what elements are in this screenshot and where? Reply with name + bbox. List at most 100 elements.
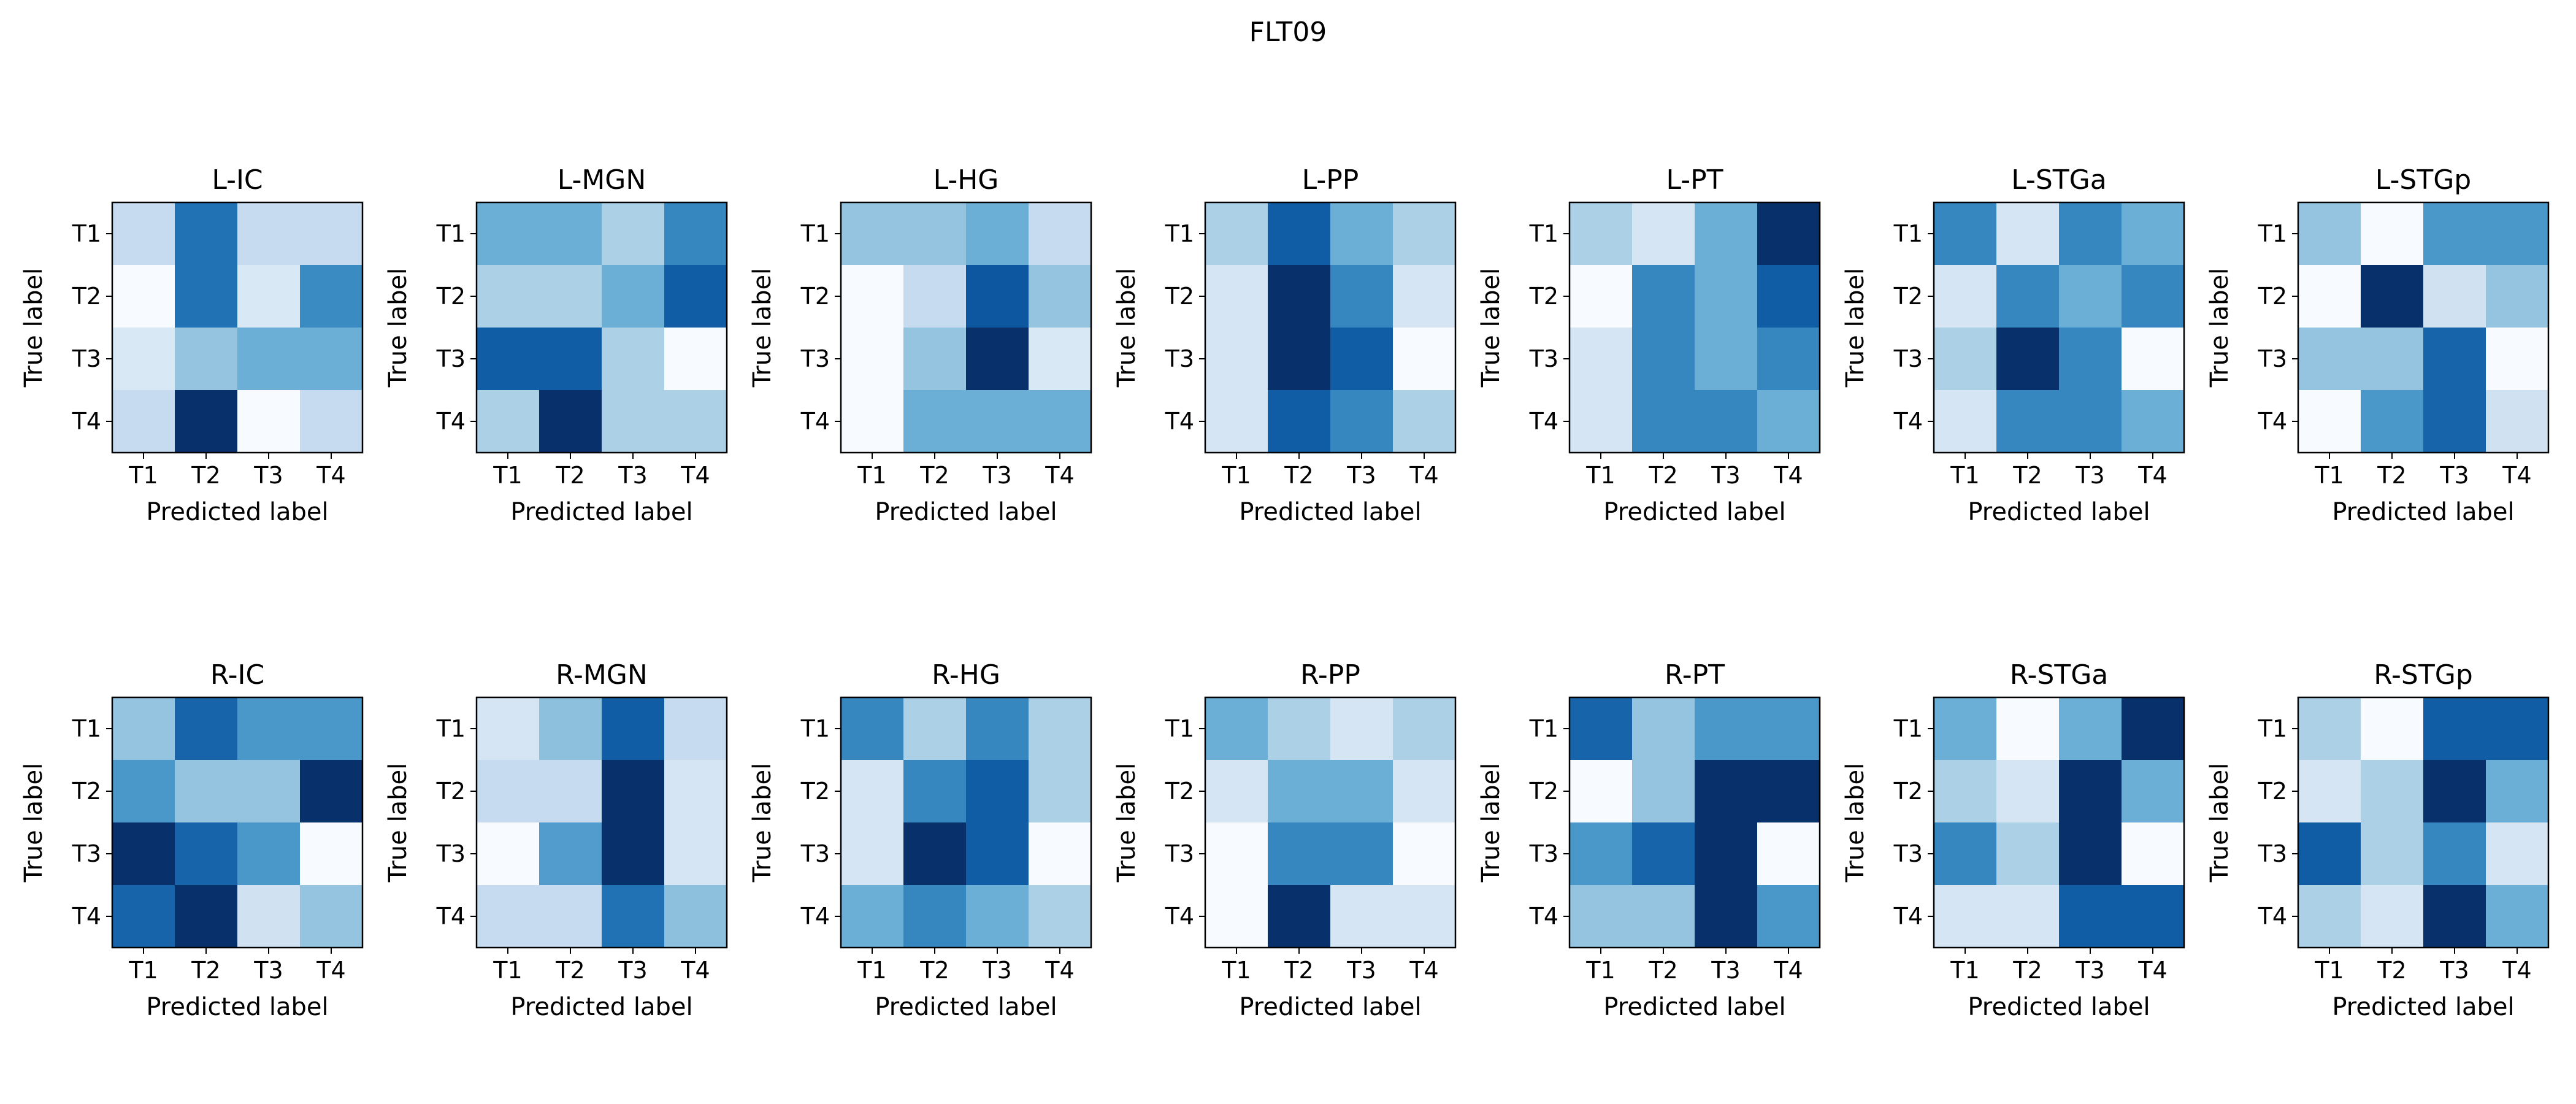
- y-tick-label: T1: [72, 715, 101, 742]
- heatmap-cell: [112, 265, 175, 328]
- heatmap-cell: [1029, 202, 1092, 266]
- heatmap-cell: [966, 202, 1029, 266]
- heatmap-cell: [539, 822, 602, 886]
- x-tick-label: T2: [1648, 462, 1677, 489]
- x-tick-label: T1: [493, 462, 522, 489]
- panel-title: L-PP: [1302, 164, 1359, 196]
- heatmap-cell: [903, 202, 967, 266]
- x-axis-label: Predicted label: [2332, 498, 2514, 526]
- heatmap-cell: [1268, 760, 1331, 823]
- y-tick-label: T2: [1165, 778, 1194, 805]
- heatmap-cell: [300, 885, 363, 948]
- x-tick-label: T4: [1773, 462, 1803, 489]
- heatmap-cell: [300, 328, 363, 391]
- x-tick-label: T3: [2439, 462, 2469, 489]
- heatmap-cell: [1330, 697, 1393, 761]
- heatmap-cell: [1330, 760, 1393, 823]
- x-tick-label: T4: [2137, 462, 2167, 489]
- heatmap-cell: [1029, 697, 1092, 761]
- x-tick-label: T1: [1950, 462, 1979, 489]
- heatmap-cell: [1632, 328, 1695, 391]
- y-tick-label: T1: [2258, 715, 2287, 742]
- x-tick-label: T4: [2137, 957, 2167, 984]
- x-axis-label: Predicted label: [875, 498, 1057, 526]
- heatmap-cell: [2059, 202, 2122, 266]
- y-tick-label: T1: [436, 715, 466, 742]
- plot-frame: [1568, 201, 1821, 454]
- y-tick-label: T1: [1893, 715, 1923, 742]
- heatmap-cell: [477, 697, 540, 761]
- y-tick-label: T4: [436, 408, 466, 435]
- heatmap-cell: [1393, 328, 1456, 391]
- y-axis-label: True label: [1113, 763, 1141, 883]
- x-axis-label: Predicted label: [1968, 498, 2150, 526]
- y-axis-label: True label: [384, 268, 412, 388]
- heatmap-cell: [1029, 885, 1092, 948]
- y-tick-label: T2: [72, 283, 101, 310]
- heatmap-cell: [1570, 328, 1633, 391]
- heatmap-cell: [175, 390, 238, 453]
- y-tick-label: T1: [1165, 715, 1194, 742]
- heatmap-cell: [1757, 760, 1820, 823]
- heatmap-panels: L-IC T1 T2 T3 T4 T1 T2 T3 T4 Predicted label True …: [20, 164, 2550, 1021]
- heatmap-cell: [1632, 760, 1695, 823]
- heatmap-cell: [2122, 390, 2185, 453]
- x-tick-label: T4: [1409, 462, 1438, 489]
- x-tick-label: T2: [1284, 957, 1313, 984]
- heatmap-panel: R-PT T1 T2 T3 T4 T1 T2 T3 T4 Predicted label True …: [1477, 659, 1821, 1021]
- y-axis-label: True label: [748, 763, 776, 883]
- heatmap-cell: [237, 885, 301, 948]
- x-tick-label: T4: [2502, 462, 2531, 489]
- heatmap-cell: [1695, 390, 1758, 453]
- x-tick-label: T3: [1346, 462, 1376, 489]
- heatmap-cell: [2423, 265, 2486, 328]
- heatmap-cell: [1996, 885, 2060, 948]
- heatmap-cell: [1205, 202, 1268, 266]
- heatmap-cell: [2486, 265, 2549, 328]
- y-tick-label: T3: [1893, 345, 1923, 372]
- x-tick-label: T1: [1585, 462, 1615, 489]
- plot-frame: [1933, 696, 2185, 949]
- heatmap-cell: [2059, 328, 2122, 391]
- heatmap-cell: [2059, 822, 2122, 886]
- heatmap-cell: [2423, 697, 2486, 761]
- y-axis-label: True label: [2206, 763, 2234, 883]
- heatmap-cell: [903, 885, 967, 948]
- heatmap-cell: [664, 885, 727, 948]
- heatmap-cell: [112, 202, 175, 266]
- heatmap-cell: [1205, 697, 1268, 761]
- x-axis-label: Predicted label: [1603, 498, 1785, 526]
- heatmap-cell: [2361, 390, 2424, 453]
- heatmap-cell: [903, 822, 967, 886]
- y-tick-label: T4: [1893, 408, 1923, 435]
- plot-frame: [840, 696, 1092, 949]
- heatmap-cell: [237, 328, 301, 391]
- heatmap-cell: [664, 265, 727, 328]
- y-tick-label: T4: [72, 408, 101, 435]
- y-tick-label: T4: [2258, 408, 2287, 435]
- heatmap-cell: [175, 697, 238, 761]
- x-axis-label: Predicted label: [1968, 993, 2150, 1021]
- x-tick-label: T1: [857, 462, 886, 489]
- heatmap-cell: [1695, 328, 1758, 391]
- heatmap-cell: [1695, 202, 1758, 266]
- heatmap-cell: [1934, 885, 1997, 948]
- x-tick-label: T3: [1711, 957, 1740, 984]
- heatmap-cell: [2423, 202, 2486, 266]
- heatmap-cell: [1695, 697, 1758, 761]
- heatmap-cell: [1757, 390, 1820, 453]
- y-tick-label: T3: [800, 840, 830, 867]
- panel-title: L-STGp: [2375, 164, 2471, 196]
- x-tick-label: T3: [2075, 462, 2104, 489]
- heatmap-cell: [539, 390, 602, 453]
- heatmap-cell: [1632, 265, 1695, 328]
- x-tick-label: T2: [555, 462, 585, 489]
- x-tick-label: T3: [2439, 957, 2469, 984]
- heatmap-cell: [2423, 885, 2486, 948]
- heatmap-cell: [477, 390, 540, 453]
- heatmap-cell: [1695, 265, 1758, 328]
- x-tick-label: T4: [316, 462, 345, 489]
- x-axis-label: Predicted label: [2332, 993, 2514, 1021]
- x-tick-label: T1: [1950, 957, 1979, 984]
- heatmap-cell: [1632, 885, 1695, 948]
